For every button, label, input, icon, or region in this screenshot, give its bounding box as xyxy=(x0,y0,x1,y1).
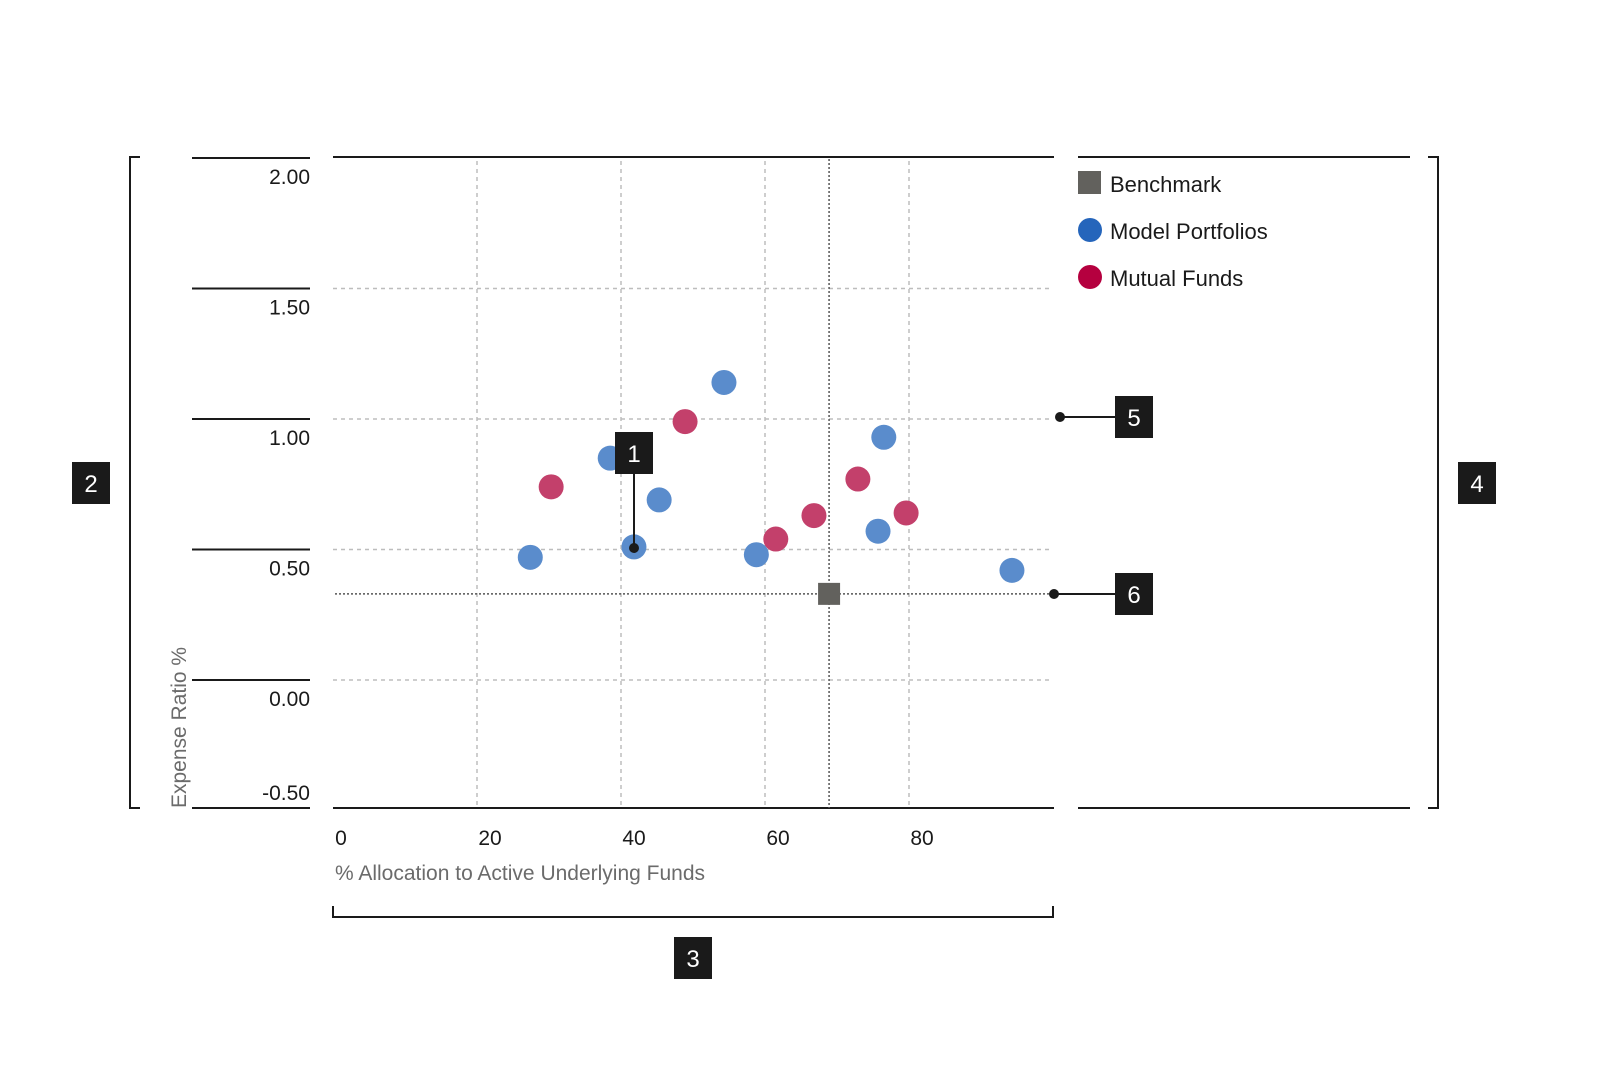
bracket-right xyxy=(1428,156,1439,809)
y-tick-label: -0.50 xyxy=(262,782,310,805)
legend-swatch-benchmark xyxy=(1078,171,1101,194)
callout-4: 4 xyxy=(1458,462,1496,504)
svg-text:4: 4 xyxy=(1470,471,1483,498)
legend-label-benchmark: Benchmark xyxy=(1110,172,1222,197)
mutual-funds-point xyxy=(893,500,919,526)
x-tick-label: 40 xyxy=(622,827,645,850)
svg-text:3: 3 xyxy=(686,946,699,973)
y-tick-label: 0.00 xyxy=(269,688,310,711)
y-tick-label: 2.00 xyxy=(269,166,310,189)
mutual-funds-point xyxy=(801,503,827,529)
x-axis: 0 20 40 60 80 xyxy=(335,827,934,850)
callout-5-dot xyxy=(1055,412,1065,422)
x-tick-label: 60 xyxy=(766,827,789,850)
y-tick-label: 1.00 xyxy=(269,427,310,450)
callout-1-dot xyxy=(629,543,639,553)
data-points xyxy=(517,369,1025,605)
y-tick-label: 1.50 xyxy=(269,297,310,320)
callout-1: 1 xyxy=(615,432,653,474)
benchmark-point xyxy=(818,582,841,605)
mutual-funds-point xyxy=(763,526,789,552)
callout-3: 3 xyxy=(674,937,712,979)
y-tick-label: 0.50 xyxy=(269,558,310,581)
model-portfolios-point xyxy=(711,369,737,395)
bracket-left xyxy=(129,156,140,809)
y-axis-label: Expense Ratio % xyxy=(168,647,191,808)
callout-6: 6 xyxy=(1115,573,1153,615)
x-tick-label: 0 xyxy=(335,827,347,850)
legend-label-model-portfolios: Model Portfolios xyxy=(1110,219,1268,244)
svg-text:6: 6 xyxy=(1127,582,1140,609)
model-portfolios-point xyxy=(865,518,891,544)
callout-5: 5 xyxy=(1115,396,1153,438)
mutual-funds-point xyxy=(845,466,871,492)
callout-2: 2 xyxy=(72,462,110,504)
y-axis: 2.00 1.50 1.00 0.50 0.00 -0.50 xyxy=(192,157,310,809)
legend-label-mutual-funds: Mutual Funds xyxy=(1110,266,1243,291)
x-tick-label: 80 xyxy=(910,827,933,850)
x-axis-label: % Allocation to Active Underlying Funds xyxy=(335,862,705,885)
benchmark-reference-lines xyxy=(335,159,1053,808)
model-portfolios-point xyxy=(871,424,897,450)
mutual-funds-point xyxy=(672,409,698,435)
legend-swatch-mutual-funds xyxy=(1078,265,1102,289)
callout-6-dot xyxy=(1049,589,1059,599)
svg-text:1: 1 xyxy=(627,441,640,468)
svg-text:5: 5 xyxy=(1127,405,1140,432)
bracket-bottom xyxy=(332,906,1054,918)
legend-swatch-model-portfolios xyxy=(1078,218,1102,242)
model-portfolios-point xyxy=(743,542,769,568)
legend: Benchmark Model Portfolios Mutual Funds xyxy=(1078,171,1268,291)
svg-text:2: 2 xyxy=(84,471,97,498)
x-tick-label: 20 xyxy=(478,827,501,850)
model-portfolios-point xyxy=(646,487,672,513)
model-portfolios-point xyxy=(517,544,543,570)
grid xyxy=(333,156,1410,809)
mutual-funds-point xyxy=(538,474,564,500)
model-portfolios-point xyxy=(999,557,1025,583)
